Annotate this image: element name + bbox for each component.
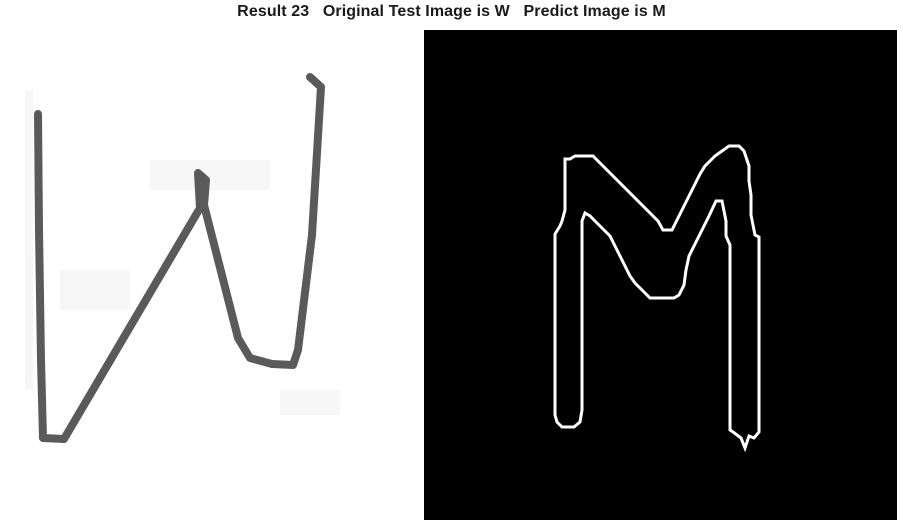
- letter-w-stroke: [34, 73, 325, 443]
- figure-title: Result 23 Original Test Image is W Predi…: [237, 3, 666, 20]
- letter-m-outline-drawing: [424, 30, 897, 520]
- letter-m-outline: [553, 144, 761, 453]
- original-test-image: [0, 30, 420, 520]
- scan-noise: [25, 90, 340, 415]
- original-image-background: [0, 30, 420, 520]
- predicted-image-background: [424, 30, 897, 520]
- handwritten-w-drawing: [0, 30, 420, 520]
- predicted-image: [424, 30, 897, 520]
